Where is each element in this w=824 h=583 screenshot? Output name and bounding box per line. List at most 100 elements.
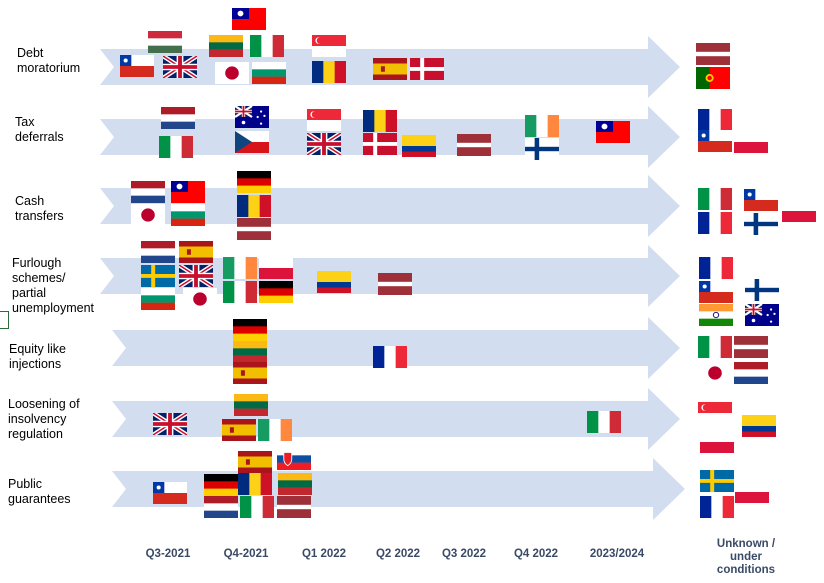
spain-flag-icon [238,451,272,473]
czech-flag-icon [235,131,269,153]
chile-flag-icon [698,130,732,152]
sweden-flag-icon [141,265,175,287]
ireland-flag-icon [258,419,292,441]
column-label-q4-2022: Q4 2022 [513,548,559,560]
uk-flag-icon [307,133,341,155]
germany-flag-icon [259,281,293,303]
latvia-flag-icon [237,218,271,240]
netherlands-flag-icon [161,107,195,129]
row-marker [0,311,9,329]
ireland-flag-icon [223,257,257,279]
romania-flag-icon [312,61,346,83]
italy-flag-icon [698,336,732,358]
column-label-q3-2022: Q3 2022 [441,548,487,560]
finland-flag-icon [525,138,559,160]
uk-flag-icon [163,56,197,78]
sweden-flag-icon [700,470,734,492]
netherlands-flag-icon [734,362,768,384]
australia-flag-icon [745,304,779,326]
ireland-flag-icon [525,115,559,137]
singapore-flag-icon [307,109,341,131]
france-flag-icon [700,496,734,518]
taiwan-flag-icon [171,181,205,203]
netherlands-flag-icon [131,181,165,203]
hungary-flag-icon [148,31,182,53]
romania-flag-icon [238,473,272,495]
spain-flag-icon [179,241,213,263]
bulgaria-flag-icon [252,62,286,84]
portugal-flag-icon [696,67,730,89]
column-label-q3-2021: Q3-2021 [145,548,191,560]
uk-flag-icon [153,413,187,435]
singapore-flag-icon [312,35,346,57]
poland-flag-icon [259,257,293,279]
spain-flag-icon [373,58,407,80]
lithuania-flag-icon [209,35,243,57]
poland-flag-icon [734,131,768,153]
japan-flag-icon [698,362,732,384]
poland-flag-icon [735,481,769,503]
india-flag-icon [699,304,733,326]
column-label-2023-2024: 2023/2024 [589,548,645,560]
taiwan-flag-icon [596,121,630,143]
latvia-flag-icon [277,496,311,518]
denmark-flag-icon [410,58,444,80]
singapore-flag-icon [698,402,732,424]
slovakia-flag-icon [277,448,311,470]
row-label-debt-moratorium: Debt moratorium [17,46,81,75]
france-flag-icon [698,212,732,234]
australia-flag-icon [235,106,269,128]
chile-flag-icon [120,55,154,77]
italy-flag-icon [250,35,284,57]
latvia-flag-icon [696,43,730,65]
spain-flag-icon [233,362,267,384]
latvia-flag-icon [457,134,491,156]
column-label-q2-2022: Q2 2022 [375,548,421,560]
row-arrow [112,458,685,520]
netherlands-flag-icon [141,241,175,263]
column-label-unknown: Unknown / under conditions [716,538,776,576]
row-label-insolvency-regulation: Loosening of insolvency regulation [8,397,80,441]
italy-flag-icon [587,411,621,433]
japan-flag-icon [131,204,165,226]
denmark-flag-icon [363,133,397,155]
france-flag-icon [373,346,407,368]
row-label-equity-injections: Equity like injections [9,342,66,371]
lithuania-flag-icon [233,341,267,363]
japan-flag-icon [215,62,249,84]
finland-flag-icon [744,213,778,235]
poland-flag-icon [700,431,734,453]
chile-flag-icon [153,482,187,504]
colombia-flag-icon [317,271,351,293]
row-label-cash-transfers: Cash transfers [15,194,64,223]
row-label-public-guarantees: Public guarantees [8,477,71,506]
uk-flag-icon [179,265,213,287]
romania-flag-icon [237,195,271,217]
lithuania-flag-icon [234,394,268,416]
italy-flag-icon [240,496,274,518]
column-label-q4-2021: Q4-2021 [223,548,269,560]
germany-flag-icon [233,319,267,341]
poland-flag-icon [782,200,816,222]
italy-flag-icon [159,136,193,158]
bulgaria-flag-icon [171,204,205,226]
column-label-q1-2022: Q1 2022 [301,548,347,560]
taiwan-flag-icon [232,8,266,30]
lithuania-flag-icon [278,473,312,495]
row-label-tax-deferrals: Tax deferrals [15,115,64,144]
latvia-flag-icon [378,273,412,295]
latvia-flag-icon [734,336,768,358]
france-flag-icon [699,257,733,279]
romania-flag-icon [363,110,397,132]
spain-flag-icon [222,419,256,441]
colombia-flag-icon [402,135,436,157]
bulgaria-flag-icon [141,288,175,310]
france-flag-icon [698,109,732,131]
germany-flag-icon [204,474,238,496]
italy-flag-icon [698,188,732,210]
colombia-flag-icon [742,415,776,437]
chile-flag-icon [699,281,733,303]
row-label-furlough-schemes: Furlough schemes/ partial unemployment [12,256,94,315]
japan-flag-icon [183,288,217,310]
germany-flag-icon [237,171,271,193]
